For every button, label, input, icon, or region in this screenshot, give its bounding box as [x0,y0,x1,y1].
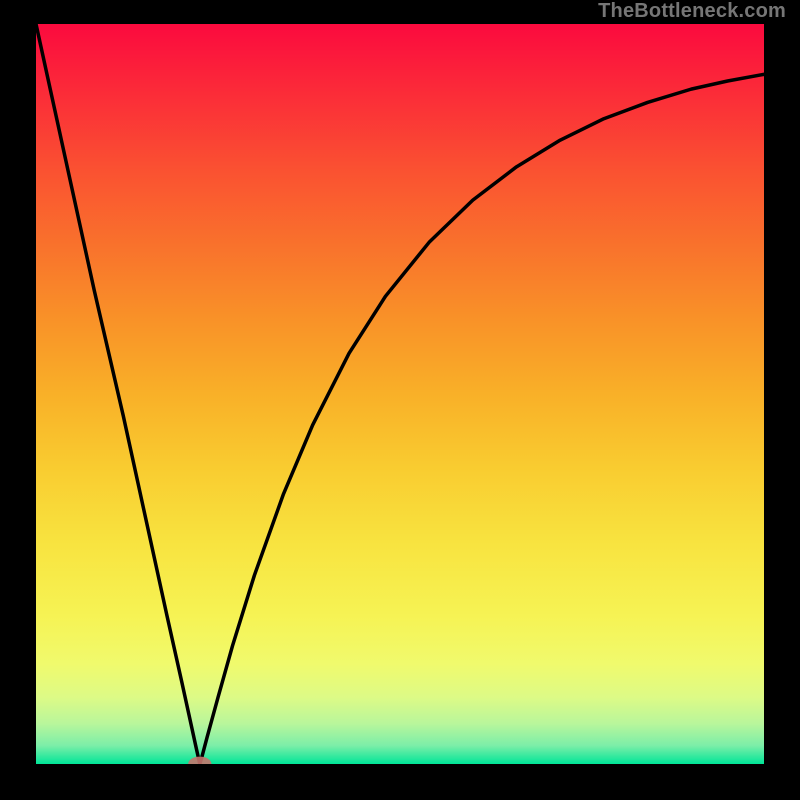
chart-stage: TheBottleneck.com [0,0,800,800]
watermark-text: TheBottleneck.com [598,0,786,23]
gradient-background [36,24,764,764]
plot-svg [36,24,764,764]
plot-area [36,24,764,764]
